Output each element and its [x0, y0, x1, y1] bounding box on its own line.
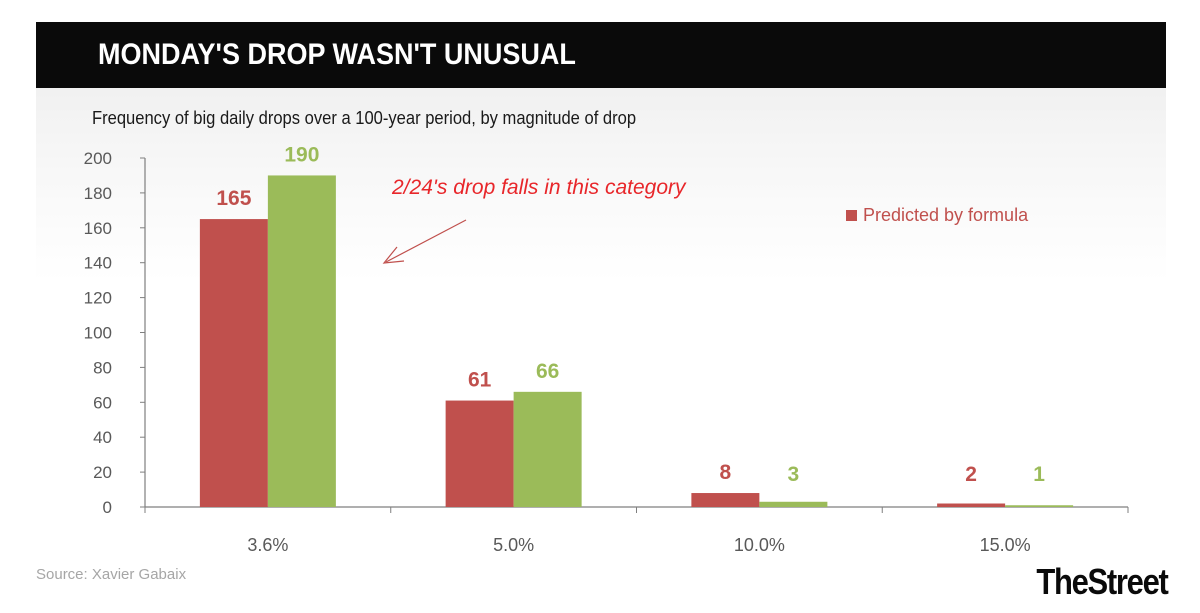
- legend-swatch-predicted: [846, 210, 857, 221]
- x-tick-label: 15.0%: [980, 535, 1031, 555]
- x-tick-label: 10.0%: [734, 535, 785, 555]
- y-tick-label: 140: [84, 254, 112, 273]
- bar-actual: [267, 175, 336, 507]
- bar-predicted: [937, 503, 1006, 507]
- y-tick-label: 100: [84, 324, 112, 343]
- bar-actual: [513, 391, 582, 507]
- annotation-arrow-line: [385, 219, 467, 263]
- bar-predicted: [445, 400, 514, 507]
- data-label-predicted: 61: [468, 369, 492, 392]
- data-label-actual: 66: [536, 360, 559, 383]
- title-bar: MONDAY'S DROP WASN'T UNUSUAL: [36, 22, 1166, 88]
- data-label-predicted: 165: [216, 187, 251, 210]
- annotation-arrow-head: [382, 246, 405, 264]
- chart-annotation: 2/24's drop falls in this category: [392, 176, 686, 199]
- data-label-predicted: 2: [965, 463, 977, 486]
- y-tick-label: 60: [93, 393, 112, 412]
- y-tick-label: 40: [93, 428, 112, 447]
- y-tick-label: 0: [103, 498, 112, 517]
- data-label-predicted: 8: [720, 461, 732, 484]
- source-note: Source: Xavier Gabaix: [36, 566, 187, 583]
- page-title: MONDAY'S DROP WASN'T UNUSUAL: [98, 38, 576, 71]
- chart-subtitle: Frequency of big daily drops over a 100-…: [92, 108, 637, 128]
- y-tick-label: 80: [93, 358, 112, 377]
- x-tick-label: 3.6%: [247, 535, 288, 555]
- legend: Predicted by formula: [846, 205, 1028, 226]
- bar-predicted: [691, 493, 760, 507]
- legend-label-predicted: Predicted by formula: [863, 205, 1029, 225]
- data-label-actual: 1: [1033, 463, 1045, 486]
- bar-predicted: [199, 219, 268, 507]
- y-tick-label: 200: [84, 149, 112, 168]
- bar-actual: [759, 501, 828, 507]
- data-label-actual: 190: [284, 143, 319, 166]
- bar-actual: [1005, 505, 1074, 507]
- data-label-actual: 3: [788, 463, 800, 486]
- y-tick-label: 20: [93, 463, 112, 482]
- y-tick-label: 120: [84, 289, 112, 308]
- y-tick-label: 180: [84, 184, 112, 203]
- brand-logo: TheStreet: [1036, 561, 1169, 602]
- y-tick-label: 160: [84, 219, 112, 238]
- x-tick-label: 5.0%: [493, 535, 534, 555]
